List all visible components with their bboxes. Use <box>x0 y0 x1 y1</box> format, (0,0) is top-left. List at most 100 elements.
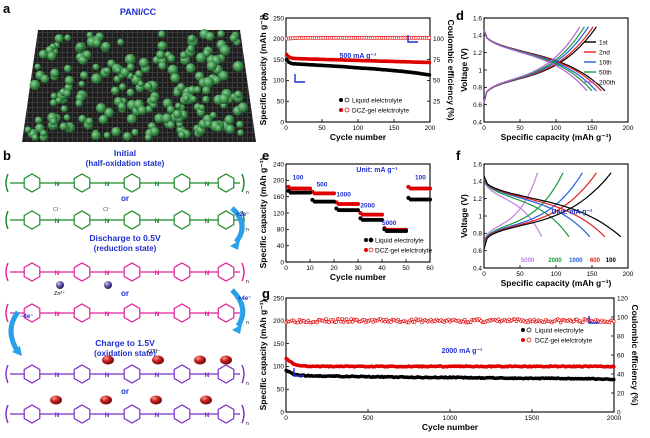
rate-curve-label: 600 <box>590 258 601 264</box>
nitrogen-atom: N <box>155 218 160 225</box>
pani-particle <box>138 57 149 68</box>
rate-point <box>427 197 432 202</box>
nitrogen-atom: N <box>155 181 160 188</box>
legend-marker <box>368 237 374 243</box>
pani-particle <box>149 95 158 104</box>
y-tick-label: 200 <box>273 178 284 185</box>
pani-particle <box>40 74 50 84</box>
x-tick-label: 0 <box>482 271 486 278</box>
pani-particle <box>174 102 182 110</box>
rate-gcd-curve-discharge <box>483 175 606 238</box>
x-tick-label: 50 <box>516 125 524 132</box>
pani-particle <box>215 124 223 132</box>
x-axis-label: Cycle number <box>422 422 479 432</box>
pani-particle <box>75 99 83 108</box>
benzene-ring <box>173 262 191 282</box>
e-plus2-label: +2e⁻ <box>236 212 249 218</box>
panel-e-label: e <box>262 148 269 163</box>
legend-label: Liquid elelctrolyte <box>352 97 403 104</box>
rate-gcd-curve-discharge <box>483 175 543 238</box>
bracket-right <box>241 404 245 424</box>
pani-particle <box>187 85 197 95</box>
y-tick-label: 0.4 <box>473 119 482 126</box>
x-tick-label: 500 <box>363 415 374 422</box>
legend-marker <box>364 238 368 242</box>
ce-point-gel <box>339 320 343 324</box>
y-tick-label: 0 <box>280 259 284 266</box>
pani-particle <box>80 71 89 80</box>
bracket-left <box>5 404 9 424</box>
panel-a-title: PANI/CC <box>120 7 157 17</box>
zinc-ion <box>56 281 64 289</box>
pani-particle <box>144 134 152 142</box>
rate-point <box>355 208 360 213</box>
otf-anion <box>100 395 112 405</box>
x-tick-label: 0 <box>284 265 288 272</box>
pani-particle <box>131 128 139 136</box>
panel-b-label: b <box>3 148 11 163</box>
pani-particle <box>91 130 101 141</box>
pani-particle <box>49 117 58 126</box>
pani-particle <box>117 102 127 111</box>
pani-particle <box>92 63 100 71</box>
pani-particle <box>75 42 85 51</box>
benzene-ring <box>173 173 191 193</box>
rate-point <box>379 217 384 222</box>
pani-particle <box>34 116 43 124</box>
y-tick-label: 200 <box>273 318 284 325</box>
nitrogen-atom: N <box>55 218 60 225</box>
pani-particle <box>202 49 211 58</box>
y-tick-label: 200 <box>273 36 284 43</box>
x-tick-label: 200 <box>623 125 634 132</box>
pani-particle <box>209 111 217 119</box>
y2-tick-label: 50 <box>433 78 441 85</box>
zinc-ion <box>104 281 112 289</box>
pani-particle <box>187 34 196 43</box>
y-tick-label: 1.4 <box>473 33 482 40</box>
legend-marker <box>521 328 525 332</box>
pani-particle <box>236 120 244 129</box>
capacity-point-liquid <box>284 57 289 62</box>
bracket-left <box>5 364 9 384</box>
pani-particle <box>63 64 72 73</box>
ce-point-gel <box>342 320 346 324</box>
y-tick-label: 50 <box>277 99 285 106</box>
rate-curve-label: 2000 <box>548 258 562 264</box>
pani-particle <box>54 34 64 44</box>
charge-title: Charge to 1.5V <box>95 338 155 348</box>
pani-particle <box>122 132 132 141</box>
ce-point-gel <box>331 318 336 322</box>
charge-arrow-head <box>12 346 22 356</box>
capacity-point-liquid <box>611 377 616 382</box>
pani-particle <box>224 114 235 125</box>
otf-anion <box>50 395 62 405</box>
otf-anion <box>220 355 232 365</box>
capacity-point-gel <box>284 52 289 57</box>
pani-particle <box>91 73 102 84</box>
ce-point-gel <box>297 317 302 322</box>
pani-particle <box>172 109 182 119</box>
y-tick-label: 40 <box>277 243 285 250</box>
nitrogen-atom: N <box>155 412 160 419</box>
pani-particle <box>118 83 127 91</box>
pani-particle <box>126 113 137 124</box>
panel-b: b Initial (half-oxidation state) or Disc… <box>3 148 251 427</box>
pani-particle <box>49 99 58 107</box>
pani-particle <box>193 86 201 94</box>
y-tick-label: 0.8 <box>473 85 482 92</box>
y-tick-label: 100 <box>273 364 284 371</box>
pani-particle <box>156 50 166 60</box>
benzene-ring <box>23 210 41 230</box>
nitrogen-atom: N <box>55 311 60 318</box>
legend-label: 200th <box>599 79 616 86</box>
gcd-curve-charge <box>483 26 581 104</box>
rate-gcd-curve-charge <box>483 172 564 250</box>
y-tick-label: 150 <box>273 341 284 348</box>
benzene-ring <box>73 173 91 193</box>
y-tick-label: 250 <box>273 295 284 302</box>
y-tick-label: 100 <box>273 78 284 85</box>
pani-particle <box>64 34 71 42</box>
or-label-2: or <box>121 289 129 298</box>
pani-particle <box>124 53 136 65</box>
